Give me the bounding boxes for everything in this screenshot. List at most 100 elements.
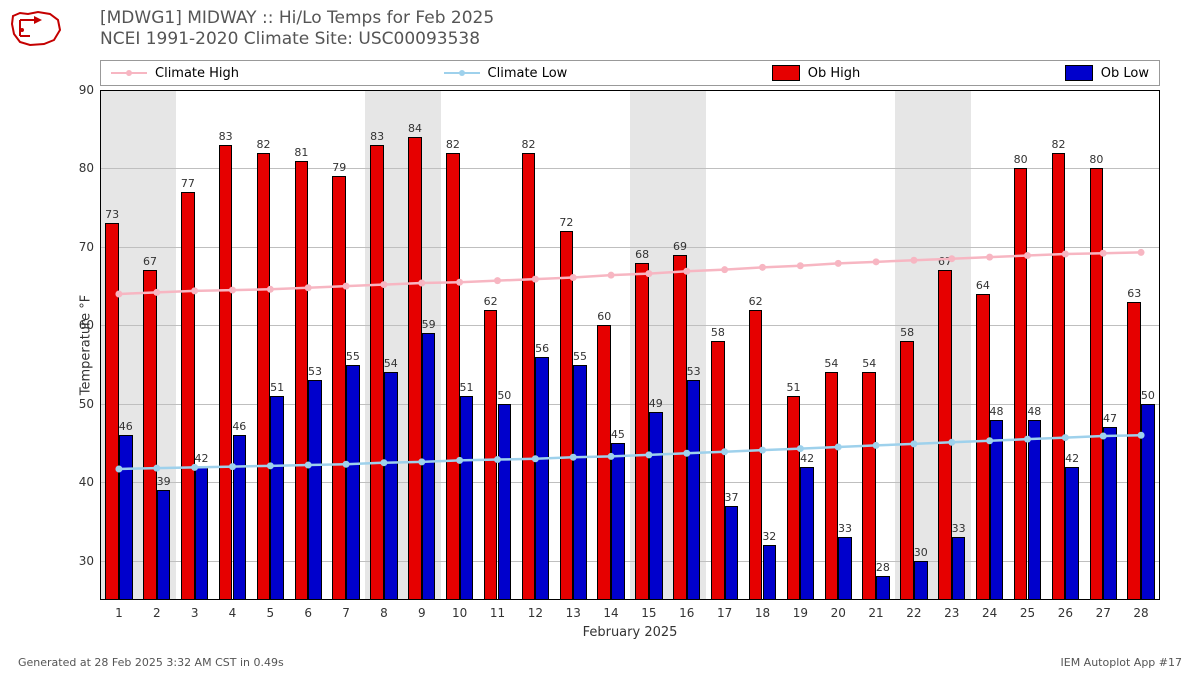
ob-low-bar <box>1065 467 1079 600</box>
ob-low-label: 42 <box>800 452 814 465</box>
footer-right: IEM Autoplot App #17 <box>1061 656 1183 669</box>
ob-high-bar <box>295 161 309 600</box>
ob-high-label: 67 <box>143 255 157 268</box>
ob-low-bar <box>763 545 777 600</box>
title-line-2: NCEI 1991-2020 Climate Site: USC00093538 <box>100 29 494 50</box>
climate-high-marker <box>759 264 766 271</box>
ob-low-bar <box>233 435 247 600</box>
ob-low-bar <box>195 467 209 600</box>
climate-high-marker <box>721 266 728 273</box>
climate-high-marker <box>608 272 615 279</box>
ob-low-label: 47 <box>1103 412 1117 425</box>
x-tick-label: 28 <box>1133 606 1148 620</box>
ob-high-label: 82 <box>522 138 536 151</box>
ob-low-label: 45 <box>611 428 625 441</box>
ob-low-bar <box>384 372 398 600</box>
x-tick-label: 6 <box>304 606 312 620</box>
legend: Climate High Climate Low Ob High Ob Low <box>100 60 1160 86</box>
ob-high-bar <box>143 270 157 600</box>
legend-label: Ob High <box>808 66 861 81</box>
x-tick-label: 18 <box>755 606 770 620</box>
y-tick-label: 90 <box>64 83 94 97</box>
x-tick-label: 27 <box>1096 606 1111 620</box>
x-tick-label: 2 <box>153 606 161 620</box>
x-tick-label: 24 <box>982 606 997 620</box>
title-line-1: [MDWG1] MIDWAY :: Hi/Lo Temps for Feb 20… <box>100 8 494 29</box>
x-tick-label: 23 <box>944 606 959 620</box>
x-tick-label: 13 <box>566 606 581 620</box>
climate-high-marker <box>986 254 993 261</box>
ob-low-label: 51 <box>270 381 284 394</box>
ob-low-bar <box>308 380 322 600</box>
climate-high-marker <box>494 277 501 284</box>
ob-high-bar <box>181 192 195 600</box>
ob-low-label: 54 <box>384 357 398 370</box>
ob-low-bar <box>800 467 814 600</box>
x-tick-label: 5 <box>267 606 275 620</box>
ob-low-bar <box>119 435 133 600</box>
grid-line <box>100 90 1160 91</box>
ob-low-bar <box>838 537 852 600</box>
ob-low-bar <box>990 420 1004 600</box>
ob-low-label: 56 <box>535 342 549 355</box>
x-tick-label: 9 <box>418 606 426 620</box>
x-tick-label: 19 <box>793 606 808 620</box>
x-tick-label: 26 <box>1058 606 1073 620</box>
x-tick-label: 14 <box>603 606 618 620</box>
legend-label: Climate Low <box>488 66 568 81</box>
x-tick-label: 12 <box>528 606 543 620</box>
ob-low-bar <box>649 412 663 600</box>
ob-high-bar <box>1127 302 1141 600</box>
ob-high-label: 77 <box>181 177 195 190</box>
ob-high-bar <box>711 341 725 600</box>
ob-high-bar <box>332 176 346 600</box>
x-tick-label: 11 <box>490 606 505 620</box>
ob-low-bar <box>876 576 890 600</box>
x-tick-label: 8 <box>380 606 388 620</box>
ob-high-bar <box>938 270 952 600</box>
ob-high-bar <box>673 255 687 600</box>
ob-high-bar <box>900 341 914 600</box>
footer-left: Generated at 28 Feb 2025 3:32 AM CST in … <box>18 656 284 669</box>
ob-high-label: 79 <box>332 161 346 174</box>
ob-high-bar <box>257 153 271 600</box>
ob-high-bar <box>370 145 384 600</box>
ob-low-label: 50 <box>497 389 511 402</box>
x-axis-label: February 2025 <box>100 625 1160 640</box>
ob-high-bar <box>1052 153 1066 600</box>
y-tick-label: 70 <box>64 240 94 254</box>
climate-high-marker <box>873 258 880 265</box>
x-tick-label: 21 <box>868 606 883 620</box>
ob-high-bar <box>105 223 119 600</box>
ob-high-bar <box>862 372 876 600</box>
ob-low-label: 42 <box>194 452 208 465</box>
plot-container: Climate High Climate Low Ob High Ob Low … <box>100 60 1160 630</box>
ob-high-label: 58 <box>900 326 914 339</box>
iem-logo <box>8 8 63 48</box>
ob-low-bar <box>422 333 436 600</box>
ob-low-bar <box>1028 420 1042 600</box>
ob-low-label: 48 <box>1027 405 1041 418</box>
ob-high-label: 82 <box>1052 138 1066 151</box>
chart-titles: [MDWG1] MIDWAY :: Hi/Lo Temps for Feb 20… <box>100 8 494 51</box>
ob-high-bar <box>787 396 801 600</box>
ob-high-label: 73 <box>105 208 119 221</box>
ob-high-bar <box>484 310 498 600</box>
legend-climate-high: Climate High <box>111 66 239 81</box>
ob-high-label: 60 <box>597 310 611 323</box>
ob-low-label: 28 <box>876 561 890 574</box>
ob-low-label: 42 <box>1065 452 1079 465</box>
ob-low-bar <box>573 365 587 600</box>
ob-high-label: 72 <box>559 216 573 229</box>
ob-high-bar <box>635 263 649 600</box>
ob-high-label: 80 <box>1014 153 1028 166</box>
ob-low-label: 53 <box>687 365 701 378</box>
climate-high-marker <box>835 260 842 267</box>
ob-high-label: 83 <box>370 130 384 143</box>
ob-high-bar <box>749 310 763 600</box>
ob-low-label: 46 <box>232 420 246 433</box>
ob-high-bar <box>408 137 422 600</box>
ob-low-bar <box>914 561 928 600</box>
ob-low-bar <box>157 490 171 600</box>
x-tick-label: 17 <box>717 606 732 620</box>
